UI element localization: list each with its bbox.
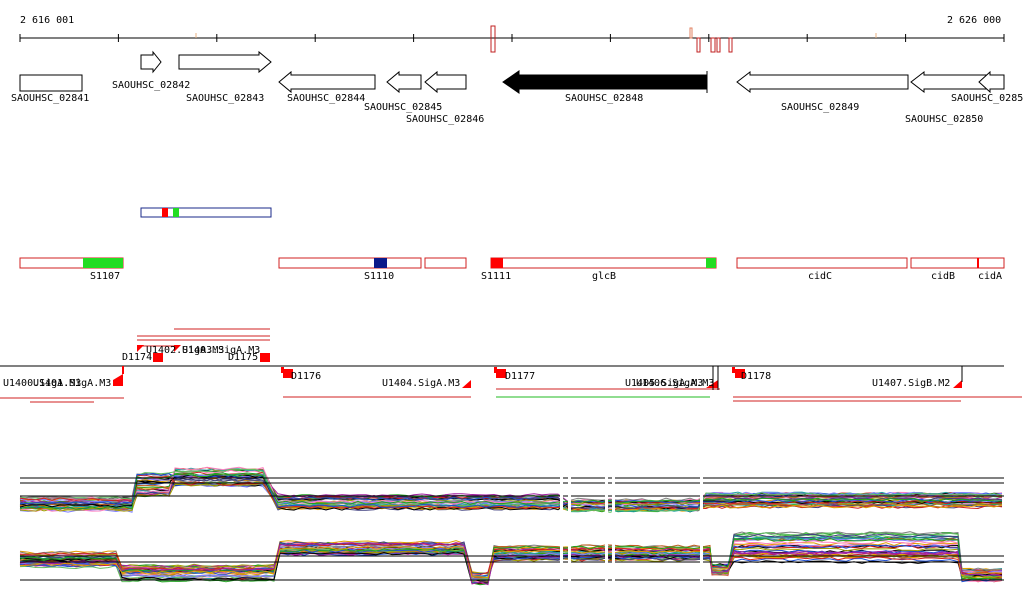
- expression-profile-line: [19, 472, 1003, 508]
- feature-label: U1403.SigA.M3: [182, 345, 260, 356]
- gene-label: SAOUHSC_02850: [905, 114, 983, 125]
- feature-label: D1175: [228, 352, 258, 363]
- feature-label: D1178: [741, 371, 771, 382]
- ruler-end-label: 2 626 000: [947, 15, 1001, 26]
- profile-gap: [612, 522, 615, 598]
- green-marker[interactable]: [706, 258, 716, 268]
- gene-feature[interactable]: SAOUHSC_02841: [11, 74, 89, 104]
- gene-feature[interactable]: SAOUHSC_02849: [736, 70, 909, 113]
- segment-box[interactable]: [278, 257, 422, 269]
- gene-feature[interactable]: SAOUHSC_02846: [406, 70, 484, 125]
- feature-marker[interactable]: [153, 353, 163, 362]
- expression-profile-track-lower[interactable]: [19, 531, 1004, 586]
- segment-label: cidA: [978, 271, 1002, 282]
- profile-gap: [605, 522, 608, 598]
- gene-label: SAOUHSC_02845: [364, 102, 442, 113]
- feature-label: U1401.SigA.M3: [33, 378, 111, 389]
- feature-marker[interactable]: [283, 369, 293, 378]
- gene-label: SAOUHSC_02851: [951, 93, 1024, 104]
- feature-label: U1402.SigA.M3: [146, 345, 224, 356]
- red-marker[interactable]: [162, 208, 168, 217]
- feature-label: U1407.SigB.M2: [872, 378, 950, 389]
- feature-marker[interactable]: [735, 369, 745, 378]
- coordinate-ruler: 2 616 001 2 626 000: [19, 15, 1005, 53]
- profile-gap: [700, 522, 703, 598]
- expression-profile-line: [19, 468, 1003, 513]
- gene-label: SAOUHSC_02841: [11, 93, 89, 104]
- feature-label: U1405.SigA.M3: [625, 378, 703, 389]
- feature-marker[interactable]: [496, 369, 506, 378]
- gene-feature[interactable]: SAOUHSC_02851: [951, 70, 1024, 104]
- segment-box[interactable]: [490, 257, 717, 269]
- expression-profile-track-upper[interactable]: [19, 466, 1004, 513]
- expression-profile-line: [19, 478, 1003, 509]
- feature-label: D1174: [122, 352, 152, 363]
- ruler-marker[interactable]: [716, 37, 721, 53]
- gene-track: SAOUHSC_02841 SAOUHSC_02842 SAOUHSC_0284…: [11, 50, 1024, 125]
- green-marker[interactable]: [83, 258, 123, 268]
- gene-label: SAOUHSC_02842: [112, 80, 190, 91]
- segment-label: cidC: [808, 271, 832, 282]
- segment-label: S1110: [364, 271, 394, 282]
- ruler-ticks: [19, 34, 1005, 42]
- segment-label: glcB: [592, 271, 616, 282]
- feature-label: D1176: [291, 371, 321, 382]
- gene-feature[interactable]: SAOUHSC_02843: [178, 50, 272, 104]
- profile-gap: [560, 522, 563, 598]
- expression-profile-line: [19, 482, 1003, 512]
- small-feature-box[interactable]: [140, 207, 272, 218]
- blue-marker[interactable]: [374, 258, 387, 268]
- profile-gap: [700, 462, 703, 518]
- gene-feature[interactable]: SAOUHSC_02844: [278, 70, 376, 104]
- segment-label: cidB: [931, 271, 955, 282]
- ruler-marker[interactable]: [710, 37, 716, 53]
- expression-profile-line: [19, 537, 1003, 580]
- feature-marker[interactable]: [260, 353, 270, 362]
- profile-gap: [612, 462, 615, 518]
- gene-label: SAOUHSC_02844: [287, 93, 365, 104]
- feature-label: U1400.SigA.M3: [3, 378, 81, 389]
- expression-profile-line: [19, 547, 1003, 579]
- segment-box[interactable]: [424, 257, 467, 269]
- gene-label: SAOUHSC_02848: [565, 93, 643, 104]
- red-marker[interactable]: [491, 258, 503, 268]
- feature-label: D1177: [505, 371, 535, 382]
- green-marker[interactable]: [173, 208, 179, 217]
- profile-gap: [560, 462, 563, 518]
- feature-label: U1406.SigA.M3: [636, 378, 714, 389]
- feature-track: U1400.SigA.M3 U1401.SigA.M3 D1174 U1402.…: [0, 328, 1022, 403]
- profile-gap: [568, 462, 571, 518]
- segment-label: S1111: [481, 271, 511, 282]
- gene-feature[interactable]: SAOUHSC_02848: [502, 70, 708, 104]
- segment-box[interactable]: [910, 257, 1005, 269]
- expression-profile-line: [19, 473, 1003, 510]
- gene-label: SAOUHSC_02846: [406, 114, 484, 125]
- gene-label: SAOUHSC_02849: [781, 102, 859, 113]
- expression-profile-line: [19, 537, 1003, 586]
- gene-label: SAOUHSC_02843: [186, 93, 264, 104]
- expression-profile-line: [19, 544, 1003, 583]
- ruler-marker[interactable]: [490, 25, 496, 53]
- ruler-marker[interactable]: [728, 37, 733, 53]
- small-feature-track: [140, 207, 272, 218]
- expression-profile-line: [19, 533, 1003, 577]
- ruler-marker[interactable]: [689, 27, 693, 39]
- profile-gap: [568, 522, 571, 598]
- feature-label: U1404.SigA.M3: [382, 378, 460, 389]
- gene-feature[interactable]: SAOUHSC_02842: [112, 50, 190, 91]
- segment-box[interactable]: [736, 257, 908, 269]
- gene-feature[interactable]: SAOUHSC_02845: [364, 70, 442, 113]
- segment-label: S1107: [90, 271, 120, 282]
- ruler-marker[interactable]: [696, 37, 701, 53]
- segment-track: S1107 S1110 S1111 glcB cidC cidB cidA: [19, 257, 1005, 282]
- expression-profile-line: [19, 540, 1003, 583]
- profile-gap: [605, 462, 608, 518]
- ruler-start-label: 2 616 001: [20, 15, 74, 26]
